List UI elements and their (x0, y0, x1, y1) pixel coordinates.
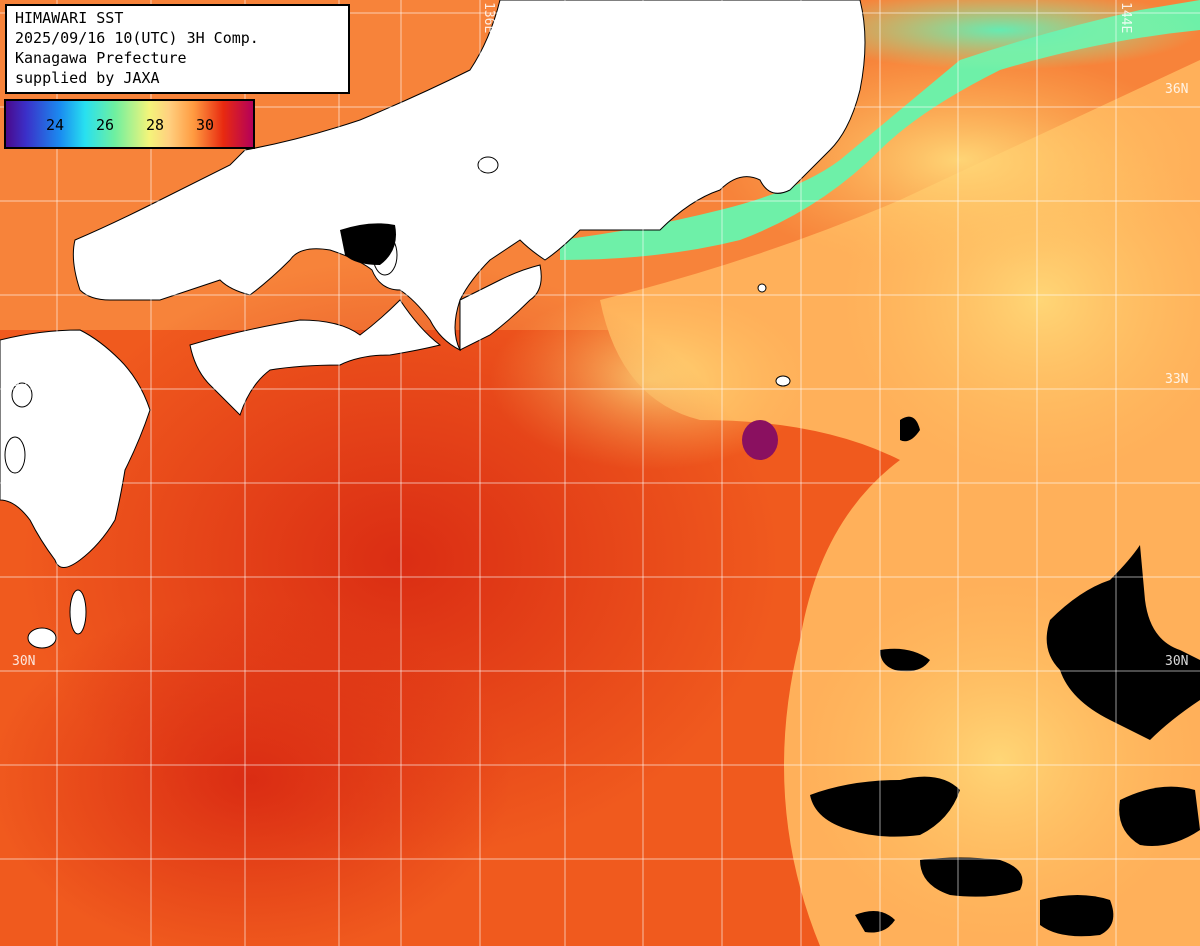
data-credit: supplied by JAXA (15, 69, 160, 87)
provider-name: Kanagawa Prefecture (15, 49, 187, 67)
island-west-2 (4, 436, 26, 474)
island-oki-top (477, 156, 499, 174)
island-izu-2 (757, 283, 767, 293)
temperature-color-legend: 24 26 28 30 (4, 99, 255, 149)
shikoku-land (189, 299, 442, 416)
latitude-label-30n-right: 30N (1165, 654, 1189, 669)
observation-time: 2025/09/16 10(UTC) 3H Comp. (15, 29, 259, 47)
cloud-mask (810, 776, 960, 837)
south-hot-sea (0, 600, 510, 946)
island-izu-1 (775, 375, 791, 387)
longitude-label-136e: 136E (481, 2, 496, 34)
latitude-label-33-left: 33 (12, 375, 28, 390)
latitude-label-30n-left: 30N (12, 654, 36, 669)
cloud-mask (880, 648, 930, 672)
longitude-label-144e: 144E (1118, 2, 1133, 34)
honshu-land (72, 0, 866, 352)
legend-tick: 30 (196, 116, 215, 134)
legend-tick: 26 (96, 116, 115, 134)
cloud-masks (340, 223, 1200, 937)
legend-tick: 28 (146, 116, 165, 134)
cloud-mask (1119, 786, 1200, 846)
island-south-kyushu-2 (69, 589, 87, 635)
latitude-label-36n: 36N (1165, 82, 1189, 97)
cloud-mask (920, 857, 1023, 897)
latitude-label-33n-right: 33N (1165, 372, 1189, 387)
hot-spot (742, 420, 778, 460)
cloud-mask (900, 416, 920, 442)
cloud-mask (1046, 545, 1200, 740)
cloud-mask (855, 911, 895, 933)
cloud-mask (340, 223, 396, 265)
map-title-box: HIMAWARI SST 2025/09/16 10(UTC) 3H Comp.… (5, 4, 350, 94)
legend-tick: 24 (46, 116, 65, 134)
cloud-mask (1040, 895, 1114, 937)
product-name: HIMAWARI SST (15, 9, 124, 27)
island-south-kyushu-1 (27, 627, 57, 649)
ne-cyan-patch (800, 0, 1200, 70)
